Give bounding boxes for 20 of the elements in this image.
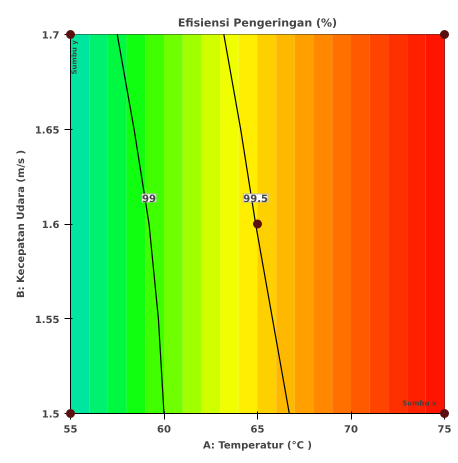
point <box>440 409 449 418</box>
point <box>440 30 449 39</box>
y-tick-label: 1.55 <box>34 314 60 326</box>
point <box>66 409 75 418</box>
x-tick-label: 65 <box>250 424 264 436</box>
point <box>66 30 75 39</box>
x-axis-title: A: Temperatur (°C ) <box>203 440 312 452</box>
x-tick-label: 75 <box>438 424 452 436</box>
y-tick-label: 1.7 <box>42 30 60 42</box>
chart-title: Efisiensi Pengeringan (%) <box>178 16 338 30</box>
series-label: 99 <box>142 194 156 205</box>
y-tick-label: 1.5 <box>42 410 60 420</box>
x-tick-label: 55 <box>64 424 78 436</box>
y-tick-label: 1.6 <box>42 220 60 231</box>
series-label: 99.5 <box>243 194 268 205</box>
point <box>253 220 262 228</box>
y-axis-title: B: Kecepatan Udara (m/s ) <box>16 150 27 298</box>
x-tick-label: 60 <box>157 424 171 436</box>
x-tick-label: 70 <box>344 424 358 436</box>
y-tick-label: 1.65 <box>34 125 60 136</box>
